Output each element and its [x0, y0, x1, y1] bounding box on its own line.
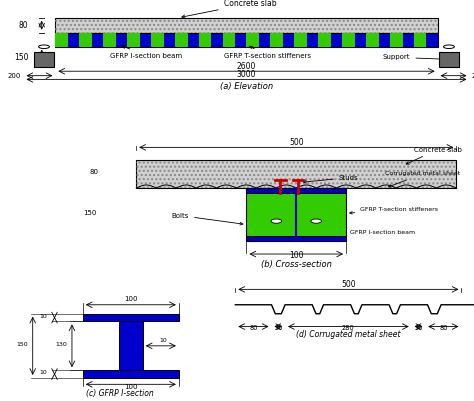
Bar	[199, 32, 211, 47]
Bar	[439, 52, 459, 67]
Text: 100: 100	[289, 251, 303, 259]
Bar	[83, 370, 179, 378]
Bar	[246, 32, 259, 47]
Text: 150: 150	[83, 210, 97, 216]
Bar	[55, 32, 438, 47]
Text: 30: 30	[414, 326, 423, 331]
Bar	[55, 32, 68, 47]
Text: 10: 10	[159, 338, 167, 343]
Text: GFRP T-section stiffeners: GFRP T-section stiffeners	[350, 207, 438, 214]
Text: (b) Cross-section: (b) Cross-section	[261, 260, 332, 269]
Text: 280: 280	[342, 326, 355, 331]
Bar	[137, 160, 456, 188]
Text: GFRP I-section beam: GFRP I-section beam	[300, 231, 415, 239]
Bar	[246, 188, 346, 193]
Text: Studs: Studs	[303, 175, 358, 183]
Text: Concrete slab: Concrete slab	[182, 0, 276, 18]
Bar	[270, 32, 283, 47]
Bar	[55, 18, 438, 32]
Text: 10: 10	[40, 370, 47, 375]
Text: 100: 100	[124, 296, 137, 302]
Text: 30: 30	[274, 326, 283, 331]
Bar	[246, 237, 346, 241]
Text: 500: 500	[289, 138, 303, 146]
Circle shape	[311, 219, 321, 223]
Bar	[294, 32, 307, 47]
Bar	[390, 32, 402, 47]
Text: 130: 130	[55, 342, 67, 347]
Text: 80: 80	[249, 326, 258, 331]
Text: Corrugated metal sheet: Corrugated metal sheet	[385, 172, 460, 187]
Text: 150: 150	[14, 53, 28, 62]
Circle shape	[444, 45, 455, 49]
Text: Concrete slab: Concrete slab	[406, 147, 462, 164]
Bar	[175, 32, 188, 47]
Bar	[127, 32, 140, 47]
Bar	[55, 18, 438, 32]
Bar	[103, 32, 116, 47]
Bar	[414, 32, 427, 47]
Bar	[119, 322, 143, 370]
Text: GFRP I-section beam: GFRP I-section beam	[110, 46, 182, 59]
Circle shape	[271, 219, 282, 223]
Text: 150: 150	[16, 342, 27, 347]
Text: (a) Elevation: (a) Elevation	[220, 82, 273, 91]
Text: 80: 80	[18, 21, 28, 30]
Text: GFRP T-section stiffeners: GFRP T-section stiffeners	[224, 46, 311, 59]
Text: 200: 200	[472, 73, 474, 79]
Text: 200: 200	[8, 73, 21, 79]
Text: 3000: 3000	[237, 71, 256, 79]
Bar	[342, 32, 355, 47]
Bar	[34, 52, 54, 67]
Bar	[83, 314, 179, 322]
Bar	[137, 160, 456, 188]
Text: Bolts: Bolts	[172, 213, 243, 225]
Text: 500: 500	[341, 280, 356, 289]
Bar	[318, 32, 331, 47]
Bar	[79, 32, 92, 47]
Text: 10: 10	[40, 314, 47, 318]
Text: 80: 80	[89, 169, 98, 175]
Text: 100: 100	[124, 384, 137, 390]
Bar	[366, 32, 379, 47]
Bar	[151, 32, 164, 47]
Circle shape	[38, 45, 49, 49]
Text: 80: 80	[439, 326, 447, 331]
Bar	[246, 188, 346, 241]
Text: (c) GFRP I-section: (c) GFRP I-section	[86, 389, 154, 398]
Text: (d) Corrugated metal sheet: (d) Corrugated metal sheet	[296, 330, 401, 339]
Text: Support: Support	[383, 55, 445, 61]
Bar	[223, 32, 235, 47]
Text: 2600: 2600	[237, 62, 256, 71]
